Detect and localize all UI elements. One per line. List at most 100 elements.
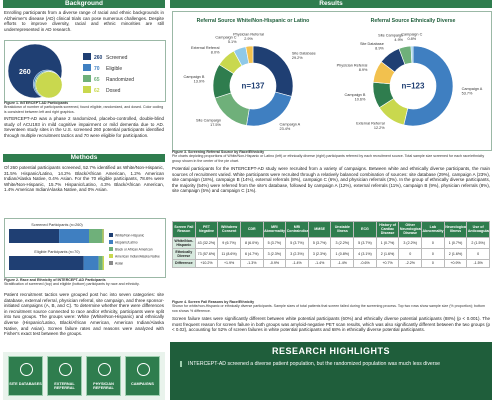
highlight-bullet: INTERCEPT-AD screened a diverse patient …: [180, 361, 482, 368]
segment-value: 10.6%: [355, 98, 366, 102]
figure-3: Referral Source White/Non-Hispanic or La…: [183, 18, 482, 131]
segment-value: 8.0%: [211, 50, 220, 54]
paragraph: Patient recruitment tactics were grouped…: [4, 292, 164, 337]
segment-value: 0.8%: [407, 37, 416, 41]
paragraph: Of 260 potential participants screened, …: [4, 165, 164, 193]
donut-segment: [410, 45, 414, 64]
segment-name: Site Database: [292, 52, 316, 56]
table-cell: +0.7%: [375, 259, 400, 268]
segment-value: 12.2%: [374, 126, 385, 130]
table-cell: 3 (2.3%): [262, 247, 287, 261]
figure-1: 260260Screened7070Eligible6565Randomized…: [7, 43, 134, 99]
table-cell: 6 (4.7%): [239, 247, 264, 261]
table-cell: 5 (3.7%): [307, 236, 332, 250]
bar-segment: [98, 256, 103, 270]
table-cell: -1.4%: [330, 259, 355, 268]
participant-circle: [35, 71, 63, 99]
table-cell: 3 (2.3%): [307, 247, 332, 261]
header-cell: CDR: [239, 221, 264, 238]
table-row: White/Non-Hispanic 43 (32.2%) 9 (6.7%) 8 (6…: [172, 236, 490, 250]
legend-swatch: [83, 75, 91, 82]
caption: Figure 2. Race and Ethnicity of INTERCEP…: [4, 278, 164, 287]
section-heading: Methods: [3, 154, 165, 162]
donut-center: n=137: [242, 82, 265, 91]
donut-segment: [245, 45, 254, 64]
highlights-band: RESEARCH HIGHLIGHTS INTERCEPT-AD screene…: [170, 342, 492, 400]
table-cell: 0: [398, 247, 423, 261]
bar-title: Screened Participants (n=260): [31, 223, 83, 227]
segment-name: Physician Referral: [233, 33, 264, 37]
table-cell: 0: [421, 236, 445, 250]
table-cell: +1.9%: [217, 259, 241, 268]
legend-label: Hispanic/Latino: [115, 241, 138, 245]
highlights-list: INTERCEPT-AD screened a diverse patient …: [180, 361, 482, 368]
legend-number: 70: [94, 66, 100, 72]
caption: Figure 3. Screening Referral Source by R…: [172, 150, 490, 163]
legend-swatch: [109, 240, 113, 244]
segment-name: External Referral: [356, 122, 385, 126]
legend-swatch: [109, 254, 113, 258]
legend-number: 62: [94, 88, 100, 94]
bar-segment: [83, 256, 99, 270]
table-cell: 0: [421, 259, 445, 268]
donut-title: Referral Source White/Non-Hispanic or La…: [197, 18, 310, 24]
legend-label: Black or African American: [115, 248, 153, 252]
legend-swatch: [109, 247, 113, 251]
segment-name: Campaign B: [344, 93, 365, 97]
caption: Figure 4. Screen Fail Reasons by Race/Et…: [172, 300, 490, 313]
table-cell: 1 (0.7%): [443, 236, 468, 250]
segment-value: 53.7%: [462, 92, 473, 96]
header-cell: PET Negative: [194, 221, 219, 238]
legend-label: Randomized: [106, 77, 134, 83]
table-row: Ethnically Diverse 73 (57.6%) 11 (8.6%) 6 (…: [172, 247, 490, 261]
legend-number: 65: [94, 77, 100, 83]
table-cell: 5 (3.7%): [353, 236, 377, 250]
table-cell: 9 (6.7%): [217, 236, 241, 250]
donut-title: Referral Source Ethnically Diverse: [371, 18, 456, 24]
caption-title: Figure 1. INTERCEPT-AD Participants: [4, 101, 69, 105]
icon-box: CAMPAIGNS: [125, 356, 160, 396]
header-cell: Lab Abnormality: [421, 221, 445, 238]
header-cell: MMSE: [307, 221, 332, 238]
paragraph: INTERCEPT-AD was a phase 2 randomized, p…: [4, 116, 164, 138]
legend-swatch: [109, 233, 113, 237]
table-wrap: Screen Fail Reason PET Negative Withdrew C…: [172, 221, 490, 268]
legend-number: 260: [94, 55, 103, 61]
table-cell: 5 (3.7%): [285, 236, 309, 250]
header-cell: History of Cardiac Disease: [375, 221, 400, 238]
table-cell: +10.2%: [194, 259, 219, 268]
table-cell: 2 (1.5%): [466, 236, 490, 250]
table-cell: +0.9%: [443, 259, 468, 268]
segment-value: 2.9%: [244, 37, 253, 41]
header-cell: Withdrew Consent: [217, 221, 241, 238]
bar-segment: [102, 256, 104, 270]
segment-value: 17.5%: [210, 123, 221, 127]
icon-box: PHYSICIAN REFERRAL: [86, 356, 121, 396]
paragraph: Potential participants for the INTERCEPT…: [172, 166, 490, 194]
segment-name: Site Database: [360, 42, 384, 46]
segment-name: External Referral: [191, 46, 220, 50]
header-cell: Neurological Illness: [443, 221, 468, 238]
legend-label: Dosed: [106, 88, 121, 94]
table-cell: -0.9%: [262, 259, 287, 268]
table-cell: -2.2%: [398, 259, 423, 268]
header-cell: Screen Fail Reason: [172, 221, 196, 238]
circle-number: 62: [69, 81, 76, 87]
table-cell: -1.5%: [466, 259, 490, 268]
segment-value: 8.9%: [359, 68, 368, 72]
bar-segment: [59, 229, 89, 243]
legend-label: Asian: [115, 262, 123, 266]
bar-segment: [102, 229, 104, 243]
segment-name: Campaign C: [215, 35, 236, 39]
header-cell: MRI Abnormality: [262, 221, 287, 238]
icon-box: EXTERNAL REFERRAL: [47, 356, 82, 396]
caption-title: Figure 4. Screen Fail Reasons by Race/Et…: [172, 300, 255, 304]
table-cell: 0: [421, 247, 445, 261]
table-cell: 11 (8.6%): [217, 247, 241, 261]
segment-name: Campaign B: [183, 75, 204, 79]
table-cell: Ethnically Diverse: [172, 247, 196, 261]
paragraph: Screen failure rates were significantly …: [172, 316, 490, 333]
legend-label: Screened: [106, 55, 128, 61]
section-heading: Results: [170, 0, 492, 8]
header-cell: ECG: [353, 221, 377, 238]
